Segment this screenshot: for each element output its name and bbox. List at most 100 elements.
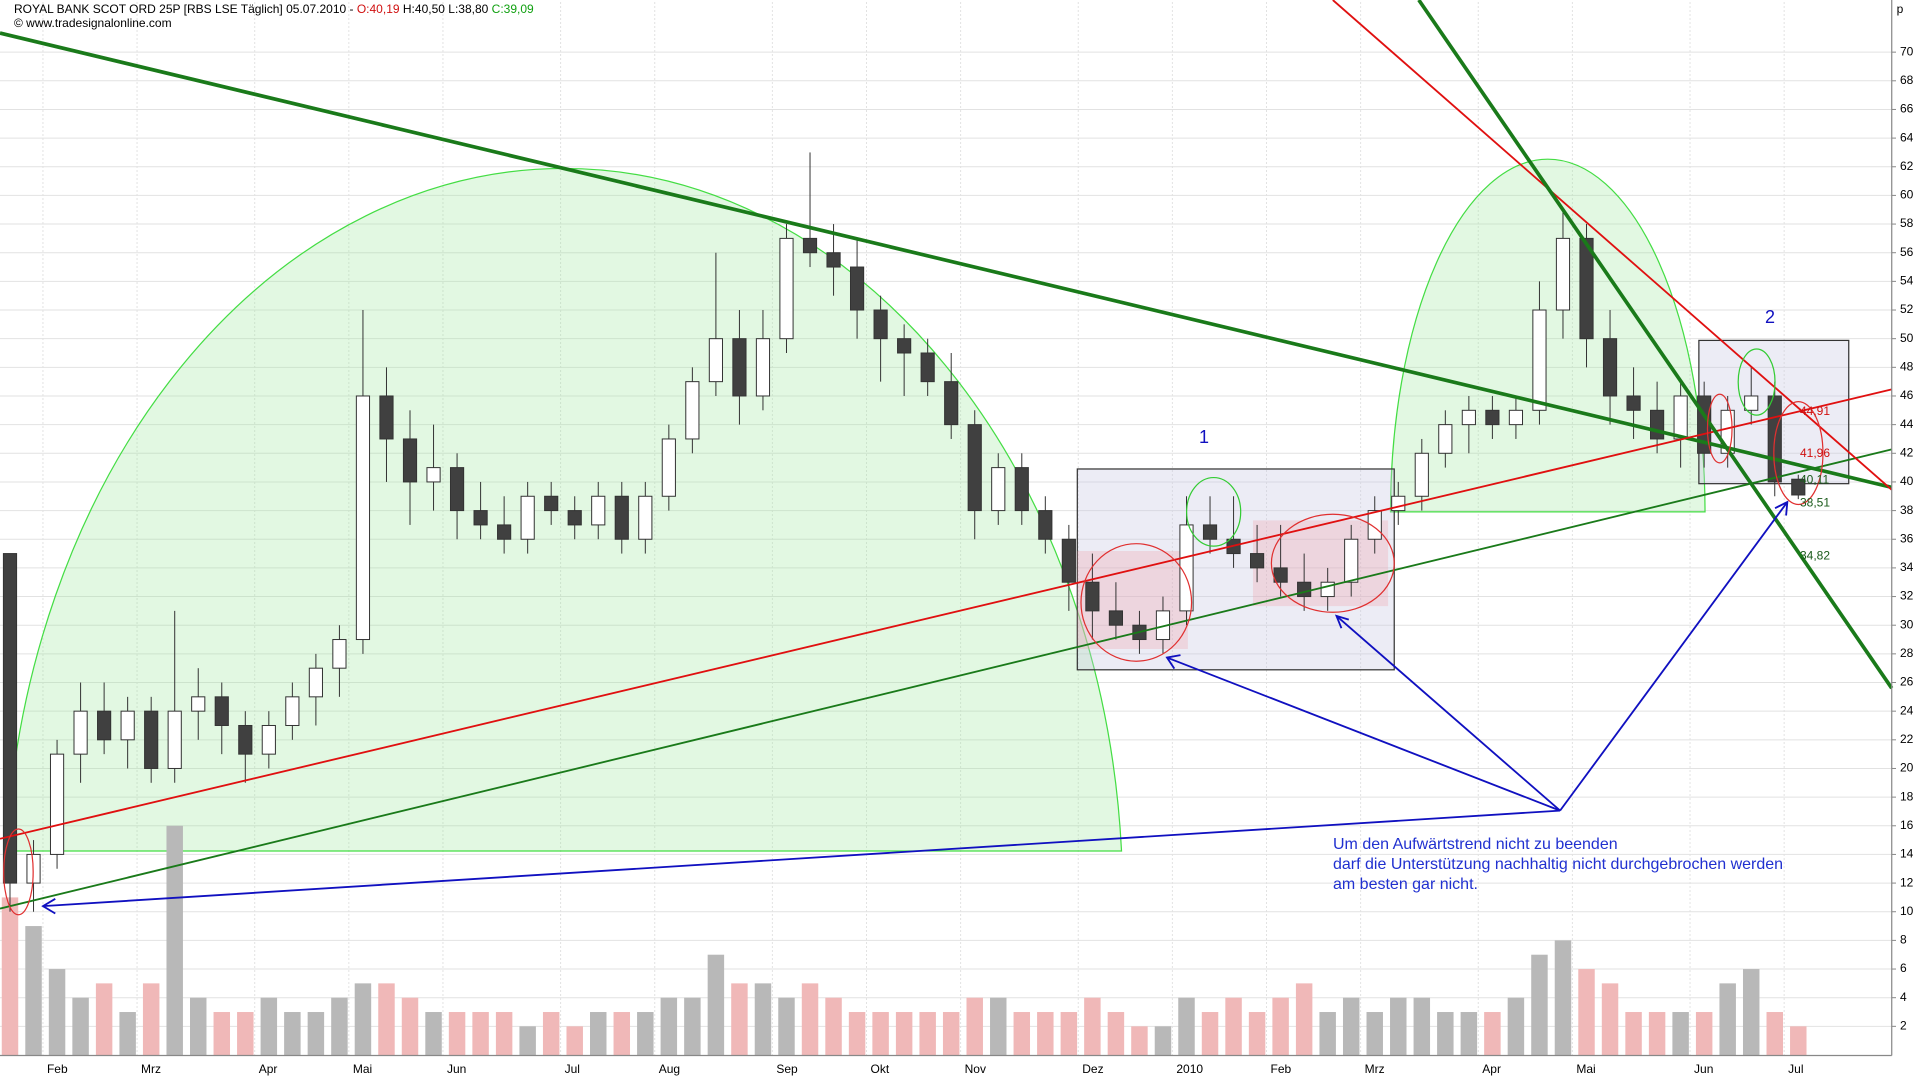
arrow-head <box>1774 500 1789 516</box>
volume-bar <box>495 1012 513 1055</box>
y-tick-label: 22 <box>1900 732 1914 746</box>
y-tick-label: 52 <box>1900 302 1914 316</box>
candle-body <box>473 510 488 526</box>
volume-bar <box>1201 1012 1219 1055</box>
volume-bar <box>1319 1012 1336 1055</box>
volume-bar <box>25 926 42 1055</box>
volume-bar <box>95 983 113 1055</box>
y-tick-label: 24 <box>1900 703 1914 717</box>
y-tick-label: 62 <box>1900 159 1914 173</box>
candle-body <box>1014 467 1029 512</box>
ellipse <box>1773 401 1824 506</box>
x-tick-label: Jun <box>447 1062 466 1076</box>
candle-body <box>1673 395 1688 440</box>
x-tick-label: Jul <box>1788 1062 1803 1076</box>
title: ROYAL BANK SCOT ORD 25P [RBS LSE Täglich… <box>14 2 354 16</box>
y-tick-label: 34 <box>1900 560 1914 574</box>
source: © www.tradesignalonline.com <box>14 16 172 30</box>
candle-body <box>779 237 794 340</box>
arrow-head <box>1334 614 1350 629</box>
candle-body <box>1579 237 1594 340</box>
candle-body <box>402 438 418 483</box>
y-tick-label: 36 <box>1900 531 1914 545</box>
candle-body <box>826 252 841 268</box>
header-line: ROYAL BANK SCOT ORD 25P [RBS LSE Täglich… <box>14 2 534 16</box>
candle-body <box>897 338 912 354</box>
volume-bar <box>1437 1012 1454 1055</box>
volume-bar <box>684 997 701 1055</box>
y-tick-label: 42 <box>1900 445 1914 459</box>
volume-bar <box>542 1012 560 1055</box>
candle-body <box>1414 452 1429 497</box>
y-tick-label: 30 <box>1900 617 1914 631</box>
candle-body <box>849 266 865 311</box>
candle-body <box>214 696 229 726</box>
y-tick-label: 48 <box>1900 359 1914 373</box>
volume-bar <box>660 997 678 1055</box>
volume-bar <box>731 983 748 1055</box>
y-tick-label: 50 <box>1900 331 1914 345</box>
candle-body <box>991 467 1006 512</box>
trendline <box>0 31 1893 490</box>
volume-bar <box>1484 1012 1501 1055</box>
arrow <box>42 809 1561 908</box>
volume-bar <box>895 1012 913 1055</box>
volume-bar <box>566 1026 583 1055</box>
y-tick-label: 66 <box>1900 102 1914 116</box>
volume-bar <box>1107 1012 1125 1055</box>
candle-body <box>285 696 300 726</box>
arrow <box>1559 501 1789 812</box>
volume-bar <box>331 997 348 1055</box>
volume-bar <box>1507 997 1525 1055</box>
high-label: H:40,50 <box>402 2 445 16</box>
volume-bar <box>1248 1012 1266 1055</box>
candle-body <box>1744 395 1759 411</box>
arrow <box>1335 615 1561 812</box>
x-tick-label: Jul <box>565 1062 580 1076</box>
x-tick-label: Nov <box>965 1062 986 1076</box>
y-tick-label: 58 <box>1900 216 1914 230</box>
ellipse <box>3 828 34 916</box>
y-tick-label: 28 <box>1900 646 1914 660</box>
x-tick-label: Mrz <box>141 1062 161 1076</box>
marks-layer <box>1 152 1807 1055</box>
volume-bar <box>1719 983 1736 1055</box>
x-tick-label: Jun <box>1694 1062 1713 1076</box>
candle-body <box>1791 478 1806 496</box>
trendline <box>0 448 1892 910</box>
volume-bar <box>942 1012 960 1055</box>
zone <box>1252 520 1389 607</box>
y-tick-label: 32 <box>1900 589 1914 603</box>
candle-body <box>379 395 394 440</box>
y-tick-label: 70 <box>1900 44 1914 58</box>
level-label: 34,82 <box>1800 548 1830 562</box>
volume-bar <box>1625 1012 1642 1055</box>
candle-body <box>449 467 465 512</box>
volume-bar <box>1531 954 1548 1055</box>
annotation: 2 <box>1765 307 1775 327</box>
grid-layer <box>0 2 1896 1055</box>
note-line: am besten gar nicht. <box>1333 876 1478 893</box>
volume-bar <box>519 1026 536 1055</box>
volume-bar <box>754 983 772 1055</box>
y-tick-label: 10 <box>1900 904 1914 918</box>
x-tick-label: Apr <box>1482 1062 1501 1076</box>
volume-bar <box>1413 997 1431 1055</box>
volume-bar <box>425 1012 442 1055</box>
volume-bar <box>1295 983 1313 1055</box>
volume-bar <box>472 1012 489 1055</box>
candle-body <box>920 352 935 383</box>
volume-bar <box>1013 1012 1031 1055</box>
x-tick-label: Mrz <box>1365 1062 1385 1076</box>
volume-bar <box>1742 969 1760 1055</box>
volume-bar <box>1131 1026 1148 1055</box>
candle-body <box>144 710 159 769</box>
volume-bar <box>919 1012 936 1055</box>
volume-bar <box>284 1012 301 1055</box>
candle-body <box>355 395 371 641</box>
level-label: 38,51 <box>1800 495 1830 509</box>
y-tick-label: 40 <box>1900 474 1914 488</box>
volume-bar <box>1578 969 1595 1055</box>
candle-body <box>1061 538 1076 583</box>
